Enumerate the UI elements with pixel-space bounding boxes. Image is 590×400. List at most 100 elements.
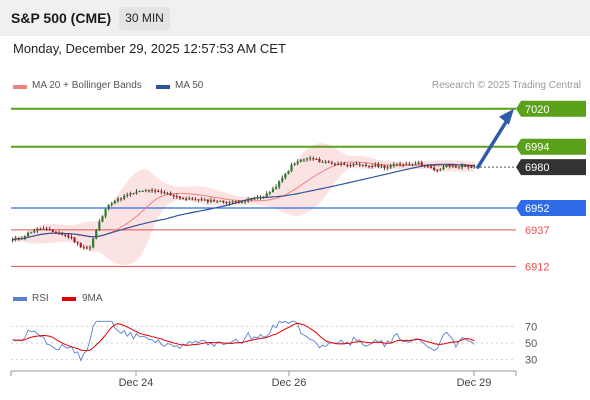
candle-body [315, 158, 318, 160]
candle-body [14, 238, 17, 240]
candle [23, 235, 27, 241]
candle-body [346, 164, 349, 166]
candle-body [240, 201, 244, 203]
candle-body [442, 167, 445, 170]
candle [364, 162, 368, 168]
bollinger-band [12, 143, 475, 265]
candle-body [470, 166, 473, 168]
candle [14, 235, 17, 242]
candle-body [383, 165, 386, 168]
candle-body [45, 228, 48, 230]
candle [129, 191, 132, 197]
candle-body [185, 198, 188, 200]
candle [212, 198, 216, 202]
candle [157, 189, 160, 193]
candle-body [107, 204, 110, 210]
candle [237, 200, 240, 204]
candle [284, 172, 287, 180]
candle [61, 231, 64, 236]
candle-body [144, 190, 147, 192]
candle-body [253, 198, 256, 200]
candle-body [278, 181, 281, 187]
target-arrow-shaft [476, 117, 510, 169]
candle-body [426, 166, 430, 168]
level-label-6952: 6952 [525, 203, 549, 215]
legend-swatch-rsi [13, 297, 27, 301]
candle-body [287, 170, 290, 174]
candle-body [312, 158, 315, 160]
level-label-6980: 6980 [525, 162, 549, 174]
candle [256, 195, 259, 200]
candle-body [23, 236, 27, 239]
candle-body [135, 191, 138, 194]
candle-body [439, 169, 442, 171]
candle-body [101, 216, 104, 222]
instrument-title: S&P 500 (CME) [11, 10, 112, 26]
candle [470, 165, 473, 169]
candle [172, 194, 175, 199]
level-tag-6994 [516, 138, 586, 155]
legend-swatch-9ma [62, 297, 76, 301]
candle [160, 188, 163, 195]
candle [107, 204, 110, 211]
candle-body [299, 159, 302, 162]
candle [367, 165, 371, 169]
candle-body [473, 166, 476, 168]
candle-body [61, 233, 64, 235]
candle [30, 231, 33, 234]
candle [42, 226, 45, 230]
candle-body [420, 162, 423, 166]
candle-body [169, 193, 172, 196]
candle [197, 198, 200, 203]
candle-body [126, 194, 129, 196]
candle [374, 162, 377, 168]
candle [200, 196, 203, 202]
candle [429, 164, 433, 169]
candle-body [336, 163, 340, 165]
candle [138, 190, 141, 193]
candle [110, 201, 113, 207]
timeframe-button[interactable]: 30 MIN [119, 7, 170, 30]
candle [318, 157, 321, 163]
candle-body [237, 201, 240, 203]
candle [336, 161, 340, 166]
candle-body [175, 196, 178, 198]
candle [17, 237, 20, 241]
candle [361, 164, 364, 167]
candle-body [138, 190, 141, 192]
x-tick-label: Dec 26 [272, 377, 307, 389]
candle [302, 158, 306, 163]
candle [132, 192, 135, 195]
candle-body [110, 203, 113, 205]
candle-body [340, 163, 343, 165]
level-label-7020: 7020 [525, 104, 549, 116]
x-tick-label: Dec 29 [457, 377, 492, 389]
candle [250, 198, 253, 202]
candle [402, 163, 405, 168]
candle [222, 200, 225, 204]
candle-body [250, 198, 253, 200]
candle [191, 196, 194, 201]
candle-body [33, 230, 36, 233]
candle [290, 162, 293, 173]
candle-body [262, 196, 265, 198]
candle-body [209, 200, 213, 202]
candle-body [433, 167, 436, 170]
candle [243, 200, 247, 205]
candle [398, 161, 402, 167]
candle-body [247, 198, 250, 201]
candle-body [200, 199, 203, 201]
candle [166, 191, 169, 195]
candle [321, 160, 324, 163]
candle-body [405, 164, 408, 166]
candle [144, 188, 147, 193]
candle [228, 200, 231, 206]
candle-body [234, 201, 237, 203]
candle-body [92, 238, 95, 248]
candle [92, 237, 95, 249]
candle [73, 236, 76, 244]
candle-body [374, 164, 377, 167]
candle [98, 219, 101, 232]
candle [439, 168, 442, 172]
candle [150, 187, 154, 193]
